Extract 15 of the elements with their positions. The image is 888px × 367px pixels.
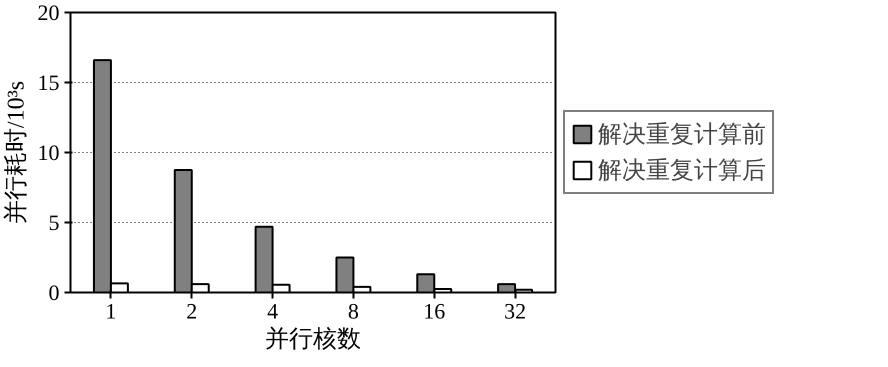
x-axis-title: 并行核数 xyxy=(265,326,361,352)
x-tick-label: 8 xyxy=(348,298,359,324)
y-tick-label: 0 xyxy=(48,280,60,305)
y-tick-label: 5 xyxy=(48,210,60,235)
y-axis-title: 并行耗时/10³s xyxy=(2,80,30,224)
legend-label: 解决重复计算后 xyxy=(598,157,766,186)
x-tick-label: 2 xyxy=(186,298,198,324)
x-tick-label: 1 xyxy=(105,298,116,324)
x-tick-label: 32 xyxy=(504,298,526,324)
legend-label: 解决重复计算前 xyxy=(598,121,766,150)
y-tick-label: 10 xyxy=(38,140,60,165)
y-tick-label: 20 xyxy=(38,0,60,25)
x-tick-label: 16 xyxy=(423,298,446,324)
y-tick-label: 15 xyxy=(38,70,60,95)
x-tick-label: 4 xyxy=(267,298,278,324)
